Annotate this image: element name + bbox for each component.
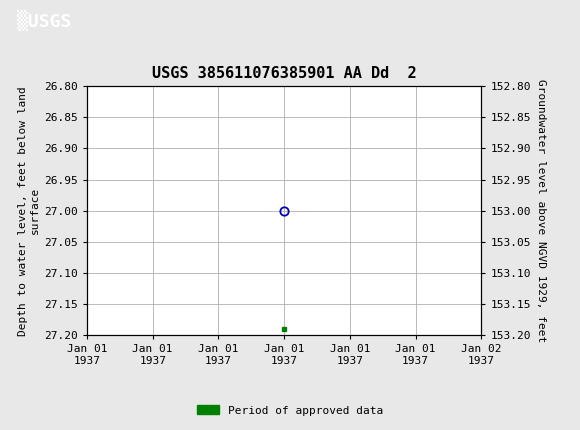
Title: USGS 385611076385901 AA Dd  2: USGS 385611076385901 AA Dd 2 (152, 66, 416, 81)
Y-axis label: Groundwater level above NGVD 1929, feet: Groundwater level above NGVD 1929, feet (536, 79, 546, 342)
Text: ▒USGS: ▒USGS (17, 10, 72, 31)
Y-axis label: Depth to water level, feet below land
surface: Depth to water level, feet below land su… (19, 86, 40, 335)
Legend: Period of approved data: Period of approved data (193, 401, 387, 420)
